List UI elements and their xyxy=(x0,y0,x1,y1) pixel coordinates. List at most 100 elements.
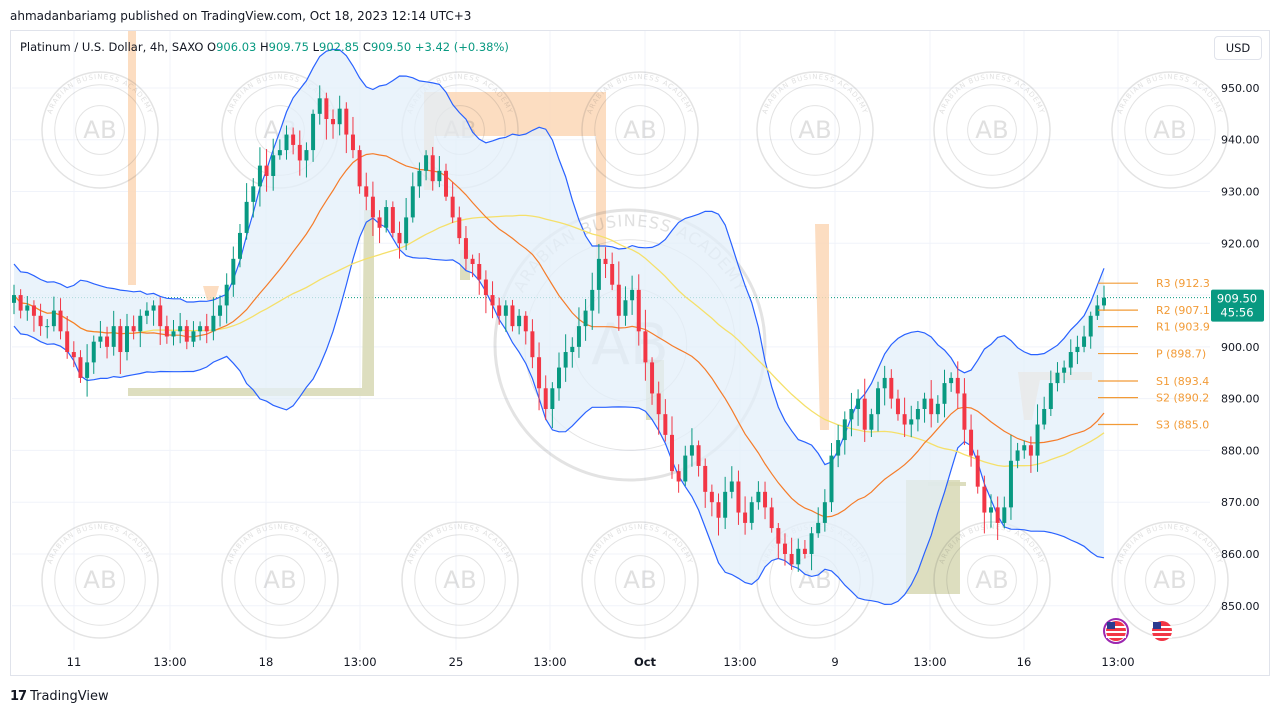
watermark-ring xyxy=(933,71,1051,189)
candle-body xyxy=(829,455,834,503)
price-tag-countdown: 45:56 xyxy=(1220,306,1253,320)
candle-body xyxy=(503,305,508,316)
candle xyxy=(65,316,70,359)
candle-body xyxy=(882,377,887,389)
candle-body xyxy=(191,331,196,342)
candle xyxy=(869,408,874,438)
tradingview-logo-icon: 17 xyxy=(10,689,27,704)
us-flag-event-icon[interactable] xyxy=(1152,621,1172,641)
candle xyxy=(576,307,581,358)
candle-body xyxy=(915,408,920,420)
candle xyxy=(603,247,608,279)
candle-body xyxy=(749,502,754,523)
watermark-core-ring xyxy=(435,555,485,605)
candle xyxy=(703,458,708,508)
y-tick-label: 930.00 xyxy=(1221,186,1260,199)
candle xyxy=(18,289,23,319)
candle xyxy=(58,298,63,340)
candle-body xyxy=(696,445,701,466)
candle xyxy=(257,147,262,207)
candle xyxy=(729,466,734,499)
candle-body xyxy=(1055,372,1060,384)
candle xyxy=(856,389,861,426)
candle-body xyxy=(842,419,847,441)
candle-body xyxy=(91,341,96,363)
candle xyxy=(131,315,136,340)
pivot-label: P (898.7) xyxy=(1156,348,1206,361)
candle xyxy=(749,496,754,530)
candle xyxy=(497,297,502,325)
watermark-core-ring xyxy=(967,105,1017,155)
pivot-label: R2 (907.1 xyxy=(1156,304,1210,317)
candle xyxy=(590,272,595,330)
candle-body xyxy=(85,362,90,378)
watermark-ring-text: ARABIAN BUSINESS ACADEMY xyxy=(1116,73,1225,115)
candle xyxy=(331,109,336,139)
candle xyxy=(118,318,123,375)
candle-body xyxy=(836,440,841,456)
candle-body xyxy=(31,305,36,316)
candle xyxy=(882,365,887,406)
candle xyxy=(430,146,435,191)
candle xyxy=(922,392,927,423)
candle-body xyxy=(942,383,947,404)
us-flag-event-icon[interactable] xyxy=(1103,618,1129,644)
candle xyxy=(995,496,1000,541)
watermark-ring-text: ARABIAN BUSINESS ACADEMY xyxy=(46,73,155,115)
candle xyxy=(377,210,382,244)
candle-body xyxy=(131,326,136,332)
candle-body xyxy=(583,310,588,327)
candle-body xyxy=(630,289,635,301)
symbol-name: Platinum / U.S. Dollar, 4h, SAXO xyxy=(20,40,204,54)
candle-body xyxy=(656,393,661,415)
watermark-monogram: AB xyxy=(623,565,656,594)
candle-body xyxy=(530,331,535,358)
candle-body xyxy=(370,196,375,218)
currency-button[interactable]: USD xyxy=(1214,36,1262,60)
candle xyxy=(816,507,821,538)
candle-body xyxy=(51,310,56,327)
candle xyxy=(796,538,801,572)
candle xyxy=(1022,440,1027,459)
close-label: C xyxy=(362,40,371,54)
candle xyxy=(776,523,781,559)
candle-body xyxy=(550,388,555,409)
candle-body xyxy=(397,232,402,244)
candle-body xyxy=(38,315,43,327)
candle xyxy=(822,489,827,532)
candle-body xyxy=(703,465,708,492)
candle-body xyxy=(337,108,342,125)
candle-body xyxy=(510,305,515,327)
candle xyxy=(895,389,900,421)
candle-body xyxy=(71,352,76,358)
candle xyxy=(417,162,422,198)
candle-body xyxy=(1075,346,1080,353)
candle xyxy=(955,361,960,409)
candle-body xyxy=(663,414,668,435)
candle-body xyxy=(570,346,575,353)
candle xyxy=(756,481,761,510)
bollinger-lower xyxy=(13,217,1105,606)
time-axis: 11 13:00 18 13:00 25 13:00 Oct 13:00 9 13:00 16 13:… xyxy=(67,655,1135,669)
candle-body xyxy=(776,528,781,544)
candle xyxy=(218,295,223,327)
candle xyxy=(164,315,169,344)
candle-body xyxy=(596,258,601,290)
candle-body xyxy=(563,352,568,368)
watermark-ring xyxy=(401,521,519,639)
candle xyxy=(364,172,369,211)
watermark-core-ring xyxy=(790,105,840,155)
open-value: 906.03 xyxy=(216,40,257,54)
candle-body xyxy=(211,315,216,332)
candle xyxy=(463,226,468,270)
candle xyxy=(291,127,296,155)
candle xyxy=(38,303,43,336)
candle-body xyxy=(277,150,282,156)
candle xyxy=(836,424,841,468)
candle xyxy=(643,309,648,381)
candle-body xyxy=(297,144,302,161)
candle-body xyxy=(331,119,336,125)
pivot-label: S3 (885.0 xyxy=(1156,419,1209,432)
watermark-inner-ring xyxy=(54,534,146,626)
